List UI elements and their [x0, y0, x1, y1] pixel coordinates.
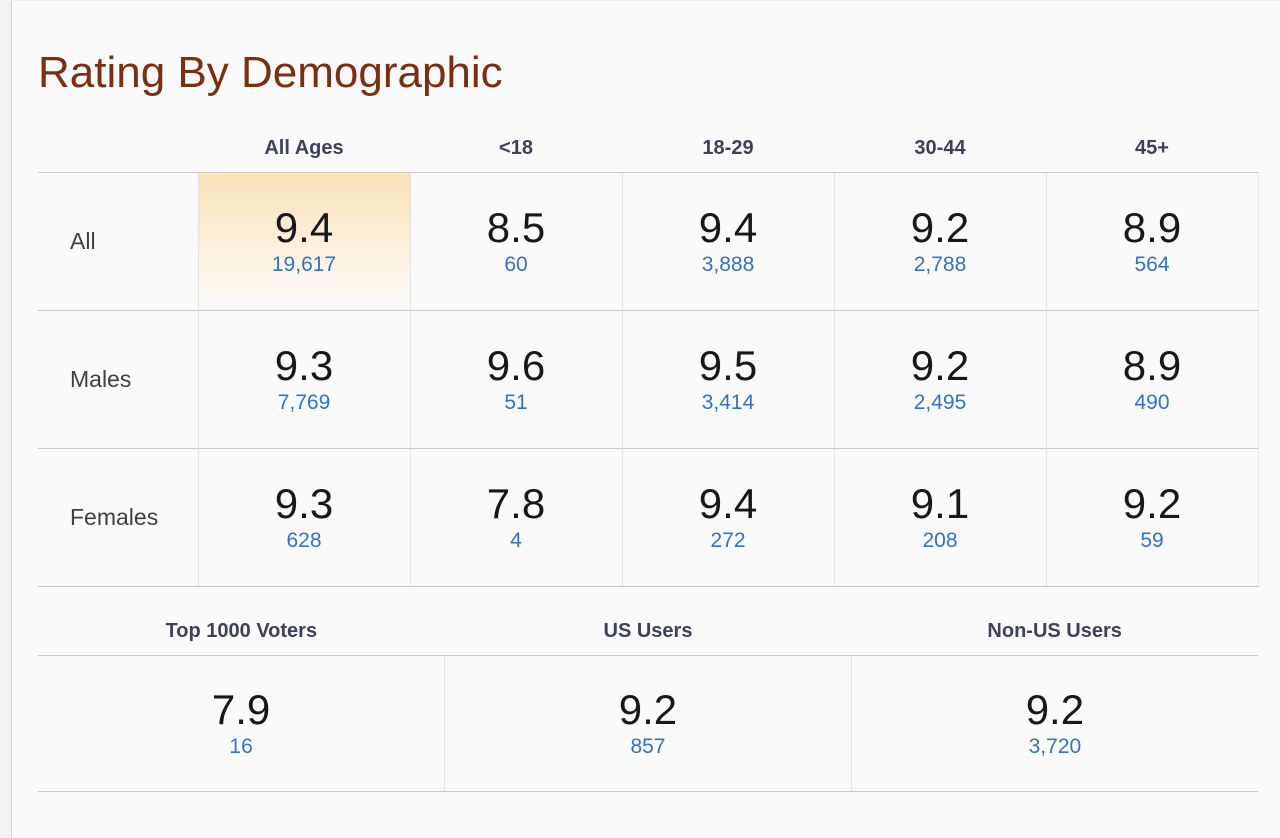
rating-cell-top-1000-voters: 7.9 16: [38, 655, 445, 792]
rating-value: 7.9: [211, 685, 271, 733]
row-label-females: Females: [38, 448, 198, 588]
segments-data-row: 7.9 16 9.2 857 9.2 3,720: [38, 655, 1258, 792]
age-column-header-30-44: 30-44: [914, 137, 966, 160]
votes-link[interactable]: 2,788: [913, 253, 967, 277]
rating-cell-males-18-29: 9.5 3,414: [621, 310, 834, 449]
votes-link[interactable]: 51: [504, 391, 528, 415]
votes-link[interactable]: 3,414: [701, 391, 755, 415]
votes-link[interactable]: 564: [1134, 253, 1170, 277]
row-label-all: All: [38, 172, 198, 311]
rating-value: 9.4: [274, 204, 334, 252]
rating-cell-all-45-plus: 8.9 564: [1045, 172, 1259, 311]
rating-cell-males-45-plus: 8.9 490: [1045, 310, 1259, 449]
votes-link[interactable]: 16: [229, 734, 253, 758]
rating-value: 9.4: [698, 204, 758, 252]
rating-value: 9.5: [698, 342, 758, 390]
rating-value: 7.8: [486, 480, 546, 528]
votes-link[interactable]: 19,617: [271, 253, 337, 277]
rating-cell-us-users: 9.2 857: [444, 655, 852, 792]
rating-value: 8.5: [486, 204, 546, 252]
page-title: Rating By Demographic: [38, 48, 503, 97]
votes-link[interactable]: 3,720: [1028, 734, 1082, 758]
votes-link[interactable]: 4: [510, 529, 522, 553]
demographics-table: All Ages <18 18-29 30-44 45+ All 9.4 19,…: [38, 121, 1259, 588]
votes-link[interactable]: 60: [504, 253, 528, 277]
age-column-header-all-ages: All Ages: [264, 137, 344, 160]
rating-value: 9.2: [910, 342, 970, 390]
rating-cell-females-30-44: 9.1 208: [833, 448, 1046, 588]
table-row-all: All 9.4 19,617 8.5 60 9.4 3,888 9.2 2,78…: [38, 172, 1259, 311]
rating-cell-females-18-29: 9.4 272: [621, 448, 834, 588]
age-column-header-under-18: <18: [499, 137, 533, 160]
rating-cell-all-all-ages: 9.4 19,617: [197, 172, 410, 311]
age-column-header-18-29: 18-29: [702, 137, 754, 160]
rating-cell-females-45-plus: 9.2 59: [1045, 448, 1259, 588]
rating-cell-females-under-18: 7.8 4: [409, 448, 622, 588]
rating-cell-non-us-users: 9.2 3,720: [850, 655, 1258, 792]
votes-link[interactable]: 59: [1140, 529, 1164, 553]
rating-cell-males-under-18: 9.6 51: [409, 310, 622, 449]
age-column-header-45-plus: 45+: [1135, 137, 1169, 160]
segments-header-row: Top 1000 Voters US Users Non-US Users: [38, 587, 1258, 656]
table-row-females: Females 9.3 628 7.8 4 9.4 272 9.1 208 9.…: [38, 448, 1259, 588]
rating-value: 9.3: [274, 342, 334, 390]
empty-header-cell: [38, 121, 198, 173]
votes-link[interactable]: 857: [630, 734, 666, 758]
table-row-males: Males 9.3 7,769 9.6 51 9.5 3,414 9.2 2,4…: [38, 310, 1259, 449]
votes-link[interactable]: 2,495: [913, 391, 967, 415]
votes-link[interactable]: 7,769: [277, 391, 331, 415]
row-label-males: Males: [38, 310, 198, 449]
segment-header-non-us-users: Non-US Users: [851, 587, 1258, 656]
rating-cell-females-all-ages: 9.3 628: [197, 448, 410, 588]
rating-cell-all-30-44: 9.2 2,788: [833, 172, 1046, 311]
rating-value: 8.9: [1122, 342, 1182, 390]
rating-value: 9.3: [274, 480, 334, 528]
votes-link[interactable]: 490: [1134, 391, 1170, 415]
rating-value: 9.6: [486, 342, 546, 390]
rating-cell-males-30-44: 9.2 2,495: [833, 310, 1046, 449]
rating-cell-males-all-ages: 9.3 7,769: [197, 310, 410, 449]
rating-cell-all-18-29: 9.4 3,888: [621, 172, 834, 311]
segment-header-top-1000-voters: Top 1000 Voters: [38, 587, 445, 656]
rating-value: 9.2: [1025, 685, 1085, 733]
rating-value: 9.2: [910, 204, 970, 252]
rating-value: 9.1: [910, 480, 970, 528]
votes-link[interactable]: 3,888: [701, 253, 755, 277]
votes-link[interactable]: 272: [710, 529, 746, 553]
rating-cell-all-under-18: 8.5 60: [409, 172, 622, 311]
segments-table: Top 1000 Voters US Users Non-US Users 7.…: [38, 587, 1258, 792]
demographics-header-row: All Ages <18 18-29 30-44 45+: [38, 121, 1258, 173]
ratings-page: Rating By Demographic All Ages <18 18-29…: [11, 0, 1280, 838]
segment-header-us-users: US Users: [444, 587, 852, 656]
rating-value: 8.9: [1122, 204, 1182, 252]
rating-value: 9.2: [1122, 480, 1182, 528]
votes-link[interactable]: 208: [922, 529, 958, 553]
votes-link[interactable]: 628: [286, 529, 322, 553]
rating-value: 9.2: [618, 685, 678, 733]
rating-value: 9.4: [698, 480, 758, 528]
